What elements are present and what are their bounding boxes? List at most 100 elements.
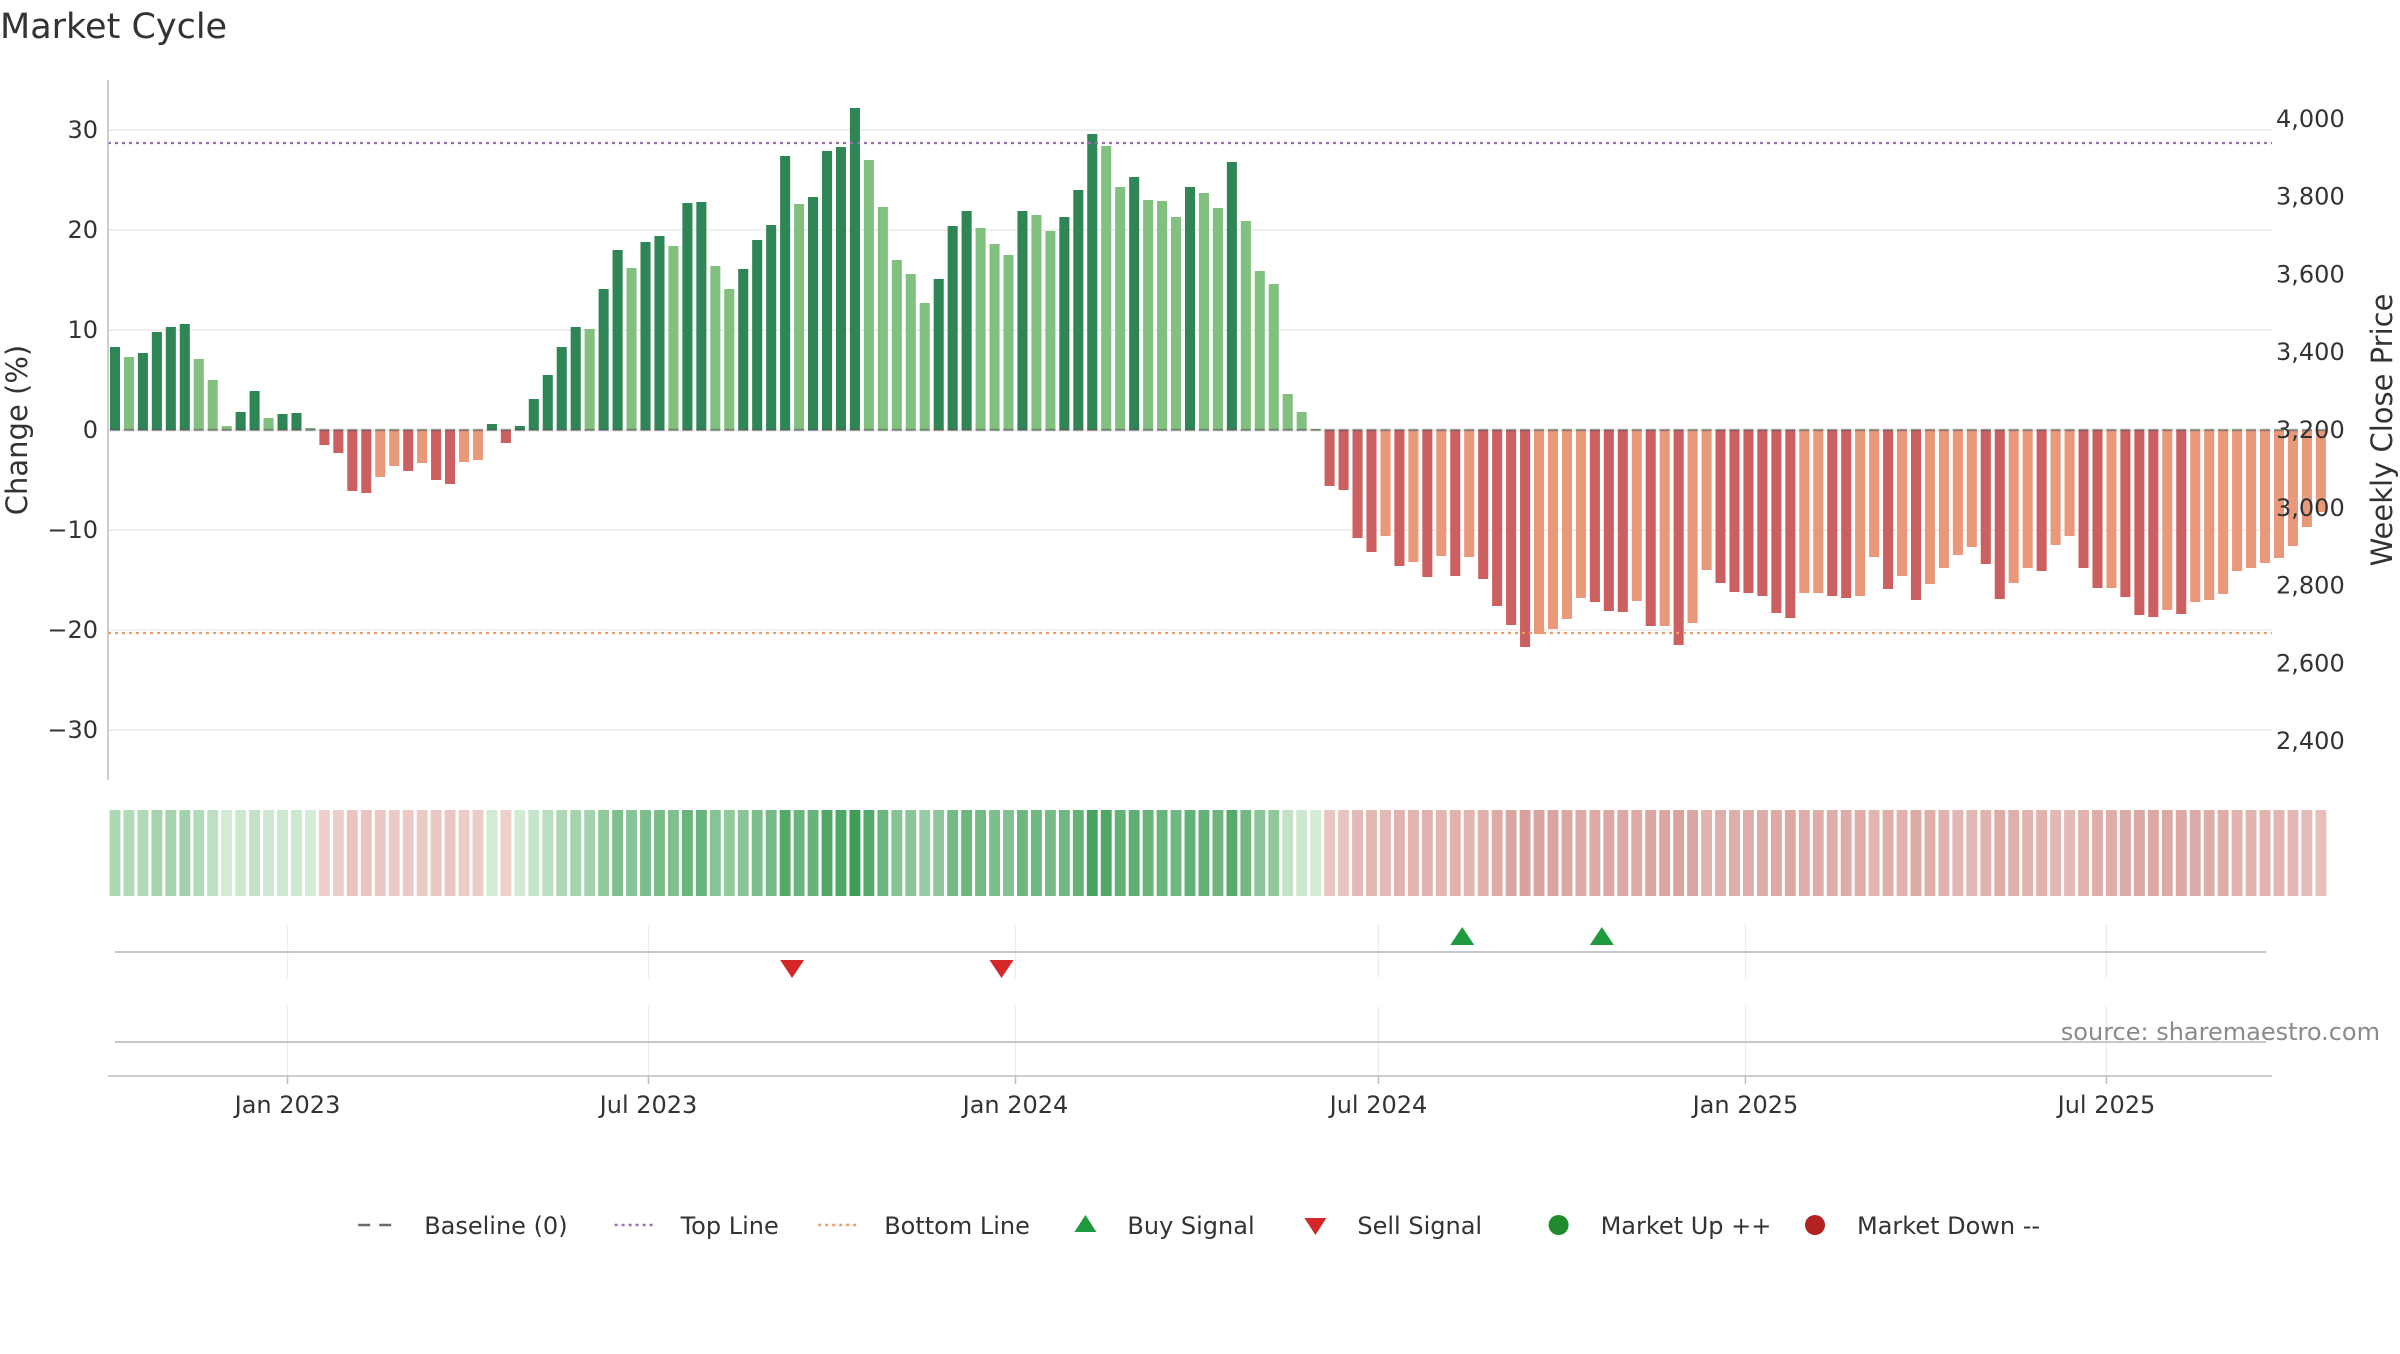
x-tick-label: Jul 2023	[598, 1091, 698, 1119]
bar-baseline-stub	[528, 428, 539, 432]
heat-cell	[1854, 810, 1866, 896]
bar	[1240, 221, 1251, 430]
heat-cell	[123, 810, 135, 896]
bar-baseline-stub	[1771, 428, 1782, 432]
bar	[2246, 430, 2257, 568]
bar	[821, 151, 833, 430]
bar	[151, 332, 162, 430]
bar-baseline-stub	[2287, 428, 2298, 432]
heat-cell	[1729, 810, 1740, 896]
bar-baseline-stub	[1143, 428, 1154, 432]
heat-cell	[1268, 810, 1280, 896]
y-tick-left: 10	[67, 316, 98, 344]
x-tick-label: Jan 2025	[1691, 1091, 1799, 1119]
bar-baseline-stub	[2259, 428, 2271, 432]
heat-cell	[765, 810, 777, 896]
bar	[1394, 430, 1405, 566]
heat-cell	[751, 810, 763, 896]
bar	[347, 430, 358, 491]
heat-cell	[444, 810, 456, 896]
legend-label: Buy Signal	[1127, 1212, 1254, 1240]
bar-baseline-stub	[165, 428, 176, 432]
bar-baseline-stub	[1869, 428, 1880, 432]
bar-baseline-stub	[1324, 428, 1335, 432]
heat-cell	[1380, 810, 1391, 896]
heat-cell	[1617, 810, 1629, 896]
bar-baseline-stub	[1673, 428, 1684, 432]
bar	[109, 347, 121, 430]
bar	[1757, 430, 1768, 596]
bar-baseline-stub	[445, 428, 456, 432]
bar	[961, 211, 972, 430]
bar-baseline-stub	[1268, 428, 1279, 432]
bar	[1003, 255, 1014, 430]
bar-baseline-stub	[2148, 428, 2159, 432]
heat-cell	[1435, 810, 1447, 896]
bar	[2315, 430, 2326, 512]
bar-baseline-stub	[1310, 428, 1321, 432]
heat-cell	[291, 810, 302, 896]
legend-label: Market Down --	[1857, 1212, 2040, 1240]
bar	[598, 289, 609, 430]
bar	[137, 353, 148, 430]
bar	[654, 236, 665, 430]
bar	[1087, 134, 1098, 430]
bar-baseline-stub	[2176, 428, 2187, 432]
bar-baseline-stub	[389, 428, 400, 432]
bar-baseline-stub	[1017, 428, 1028, 432]
heat-cell	[2175, 810, 2187, 896]
legend-swatch-triangle-up	[1074, 1215, 1097, 1232]
heat-cell	[835, 810, 847, 896]
bar-baseline-stub	[1561, 428, 1572, 432]
heat-cell	[1784, 810, 1796, 896]
heat-cell	[1240, 810, 1252, 896]
bar-baseline-stub	[1575, 428, 1586, 432]
bar	[486, 424, 497, 430]
bar	[333, 430, 344, 453]
heat-cell	[2259, 810, 2271, 896]
heat-cell	[2315, 810, 2327, 896]
bar-baseline-stub	[1757, 428, 1768, 432]
bar	[1450, 430, 1461, 576]
bar-baseline-stub	[1743, 428, 1754, 432]
heat-cell	[1701, 810, 1713, 896]
bars	[109, 108, 2326, 647]
bar	[1855, 430, 1866, 596]
bar	[933, 279, 944, 430]
heat-cell	[1058, 810, 1070, 896]
bar	[2078, 430, 2089, 568]
bar-baseline-stub	[1799, 428, 1810, 432]
bar	[1282, 394, 1293, 430]
heat-cell	[542, 810, 554, 896]
bar	[1910, 430, 1922, 600]
heat-cell	[919, 810, 931, 896]
axes: 30 20 10 0 −10 −20 −30 4,000 3,800 3,600 3,400 3,20…	[47, 80, 2345, 1119]
bar-baseline-stub	[1547, 428, 1559, 432]
bar-baseline-stub	[263, 428, 274, 432]
bar	[1631, 430, 1642, 601]
bar-baseline-stub	[1101, 428, 1112, 432]
x-tick-label: Jul 2024	[1328, 1091, 1428, 1119]
heat-cell	[1575, 810, 1587, 896]
bar-baseline-stub	[1478, 428, 1489, 432]
bar-baseline-stub	[221, 428, 232, 432]
heat-cell	[961, 810, 973, 896]
bar	[1603, 430, 1614, 611]
heat-cell	[2217, 810, 2229, 896]
bar	[431, 430, 442, 480]
bar	[1869, 430, 1880, 557]
bar-baseline-stub	[2120, 428, 2131, 432]
heat-cell	[1994, 810, 2006, 896]
legend-label: Top Line	[680, 1212, 779, 1240]
bar-baseline-stub	[179, 428, 190, 432]
heat-cell	[1645, 810, 1657, 896]
legend-item: Baseline (0)	[358, 1212, 568, 1240]
bar	[249, 391, 260, 430]
heat-cell	[598, 810, 610, 896]
bar	[556, 347, 567, 430]
heat-cell	[318, 810, 330, 896]
bar	[835, 147, 846, 430]
bar	[1617, 430, 1628, 612]
y-tick-left: 20	[67, 216, 98, 244]
